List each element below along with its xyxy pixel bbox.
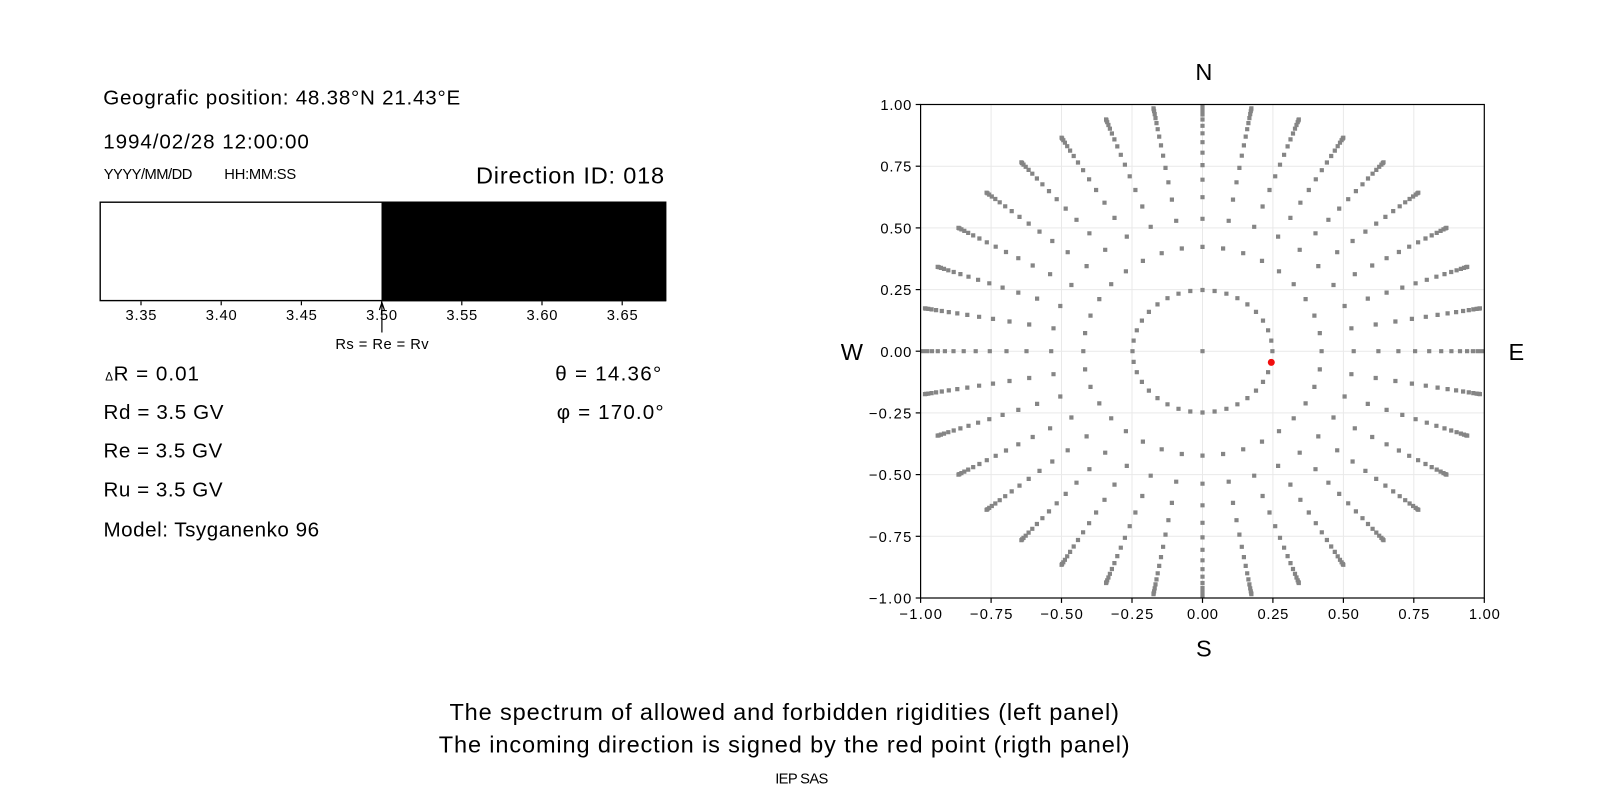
svg-text:W: W [841, 339, 864, 365]
svg-text:1994/02/28 12:00:00: 1994/02/28 12:00:00 [103, 131, 308, 154]
svg-text:3.45: 3.45 [286, 308, 317, 324]
svg-text:0.75: 0.75 [1398, 607, 1429, 623]
svg-text:0.50: 0.50 [1328, 607, 1359, 623]
svg-text:−1.00: −1.00 [899, 607, 942, 623]
svg-text:Direction ID: 018: Direction ID: 018 [476, 162, 664, 188]
svg-text:E: E [1509, 339, 1525, 365]
svg-text:Geografic position: 48.38°N 21: Geografic position: 48.38°N 21.43°E [103, 86, 460, 109]
svg-text:φ = 170.0°: φ = 170.0° [557, 401, 664, 424]
svg-text:0.00: 0.00 [1187, 607, 1218, 623]
svg-text:−0.25: −0.25 [869, 406, 912, 422]
svg-text:IEP SAS: IEP SAS [775, 772, 828, 788]
svg-text:Model: Tsyganenko 96: Model: Tsyganenko 96 [104, 519, 320, 542]
svg-text:0.25: 0.25 [1257, 607, 1288, 623]
svg-text:3.35: 3.35 [126, 308, 157, 324]
svg-text:−0.50: −0.50 [869, 468, 912, 484]
svg-text:The spectrum of allowed and fo: The spectrum of allowed and forbidden ri… [449, 699, 1118, 725]
svg-text:Ru = 3.5 GV: Ru = 3.5 GV [104, 479, 223, 502]
svg-text:3.55: 3.55 [446, 308, 477, 324]
svg-text:Rs = Re = Rv: Rs = Re = Rv [335, 337, 429, 353]
svg-text:Re = 3.5 GV: Re = 3.5 GV [104, 440, 223, 463]
svg-text:−0.25: −0.25 [1111, 607, 1154, 623]
svg-text:Rd = 3.5 GV: Rd = 3.5 GV [104, 401, 224, 424]
svg-text:Δ: Δ [105, 371, 113, 384]
svg-text:−0.75: −0.75 [869, 530, 912, 546]
svg-text:The incoming direction is sign: The incoming direction is signed by the … [439, 731, 1130, 757]
svg-text:3.60: 3.60 [527, 308, 558, 324]
svg-text:3.65: 3.65 [607, 308, 638, 324]
svg-text:0.75: 0.75 [880, 160, 911, 176]
svg-text:S: S [1196, 636, 1212, 662]
svg-text:0.00: 0.00 [880, 345, 911, 361]
svg-text:YYYY/MM/DD: YYYY/MM/DD [104, 167, 193, 183]
svg-text:1.00: 1.00 [880, 98, 911, 114]
svg-text:3.40: 3.40 [206, 308, 237, 324]
svg-text:N: N [1195, 59, 1212, 85]
svg-text:1.00: 1.00 [1469, 607, 1500, 623]
svg-text:0.50: 0.50 [880, 221, 911, 237]
svg-text:θ = 14.36°: θ = 14.36° [555, 363, 661, 386]
svg-text:R = 0.01: R = 0.01 [114, 363, 199, 386]
svg-text:−0.50: −0.50 [1040, 607, 1083, 623]
svg-text:−0.75: −0.75 [970, 607, 1013, 623]
svg-text:−1.00: −1.00 [869, 592, 912, 608]
svg-text:HH:MM:SS: HH:MM:SS [224, 167, 296, 183]
svg-text:0.25: 0.25 [880, 283, 911, 299]
